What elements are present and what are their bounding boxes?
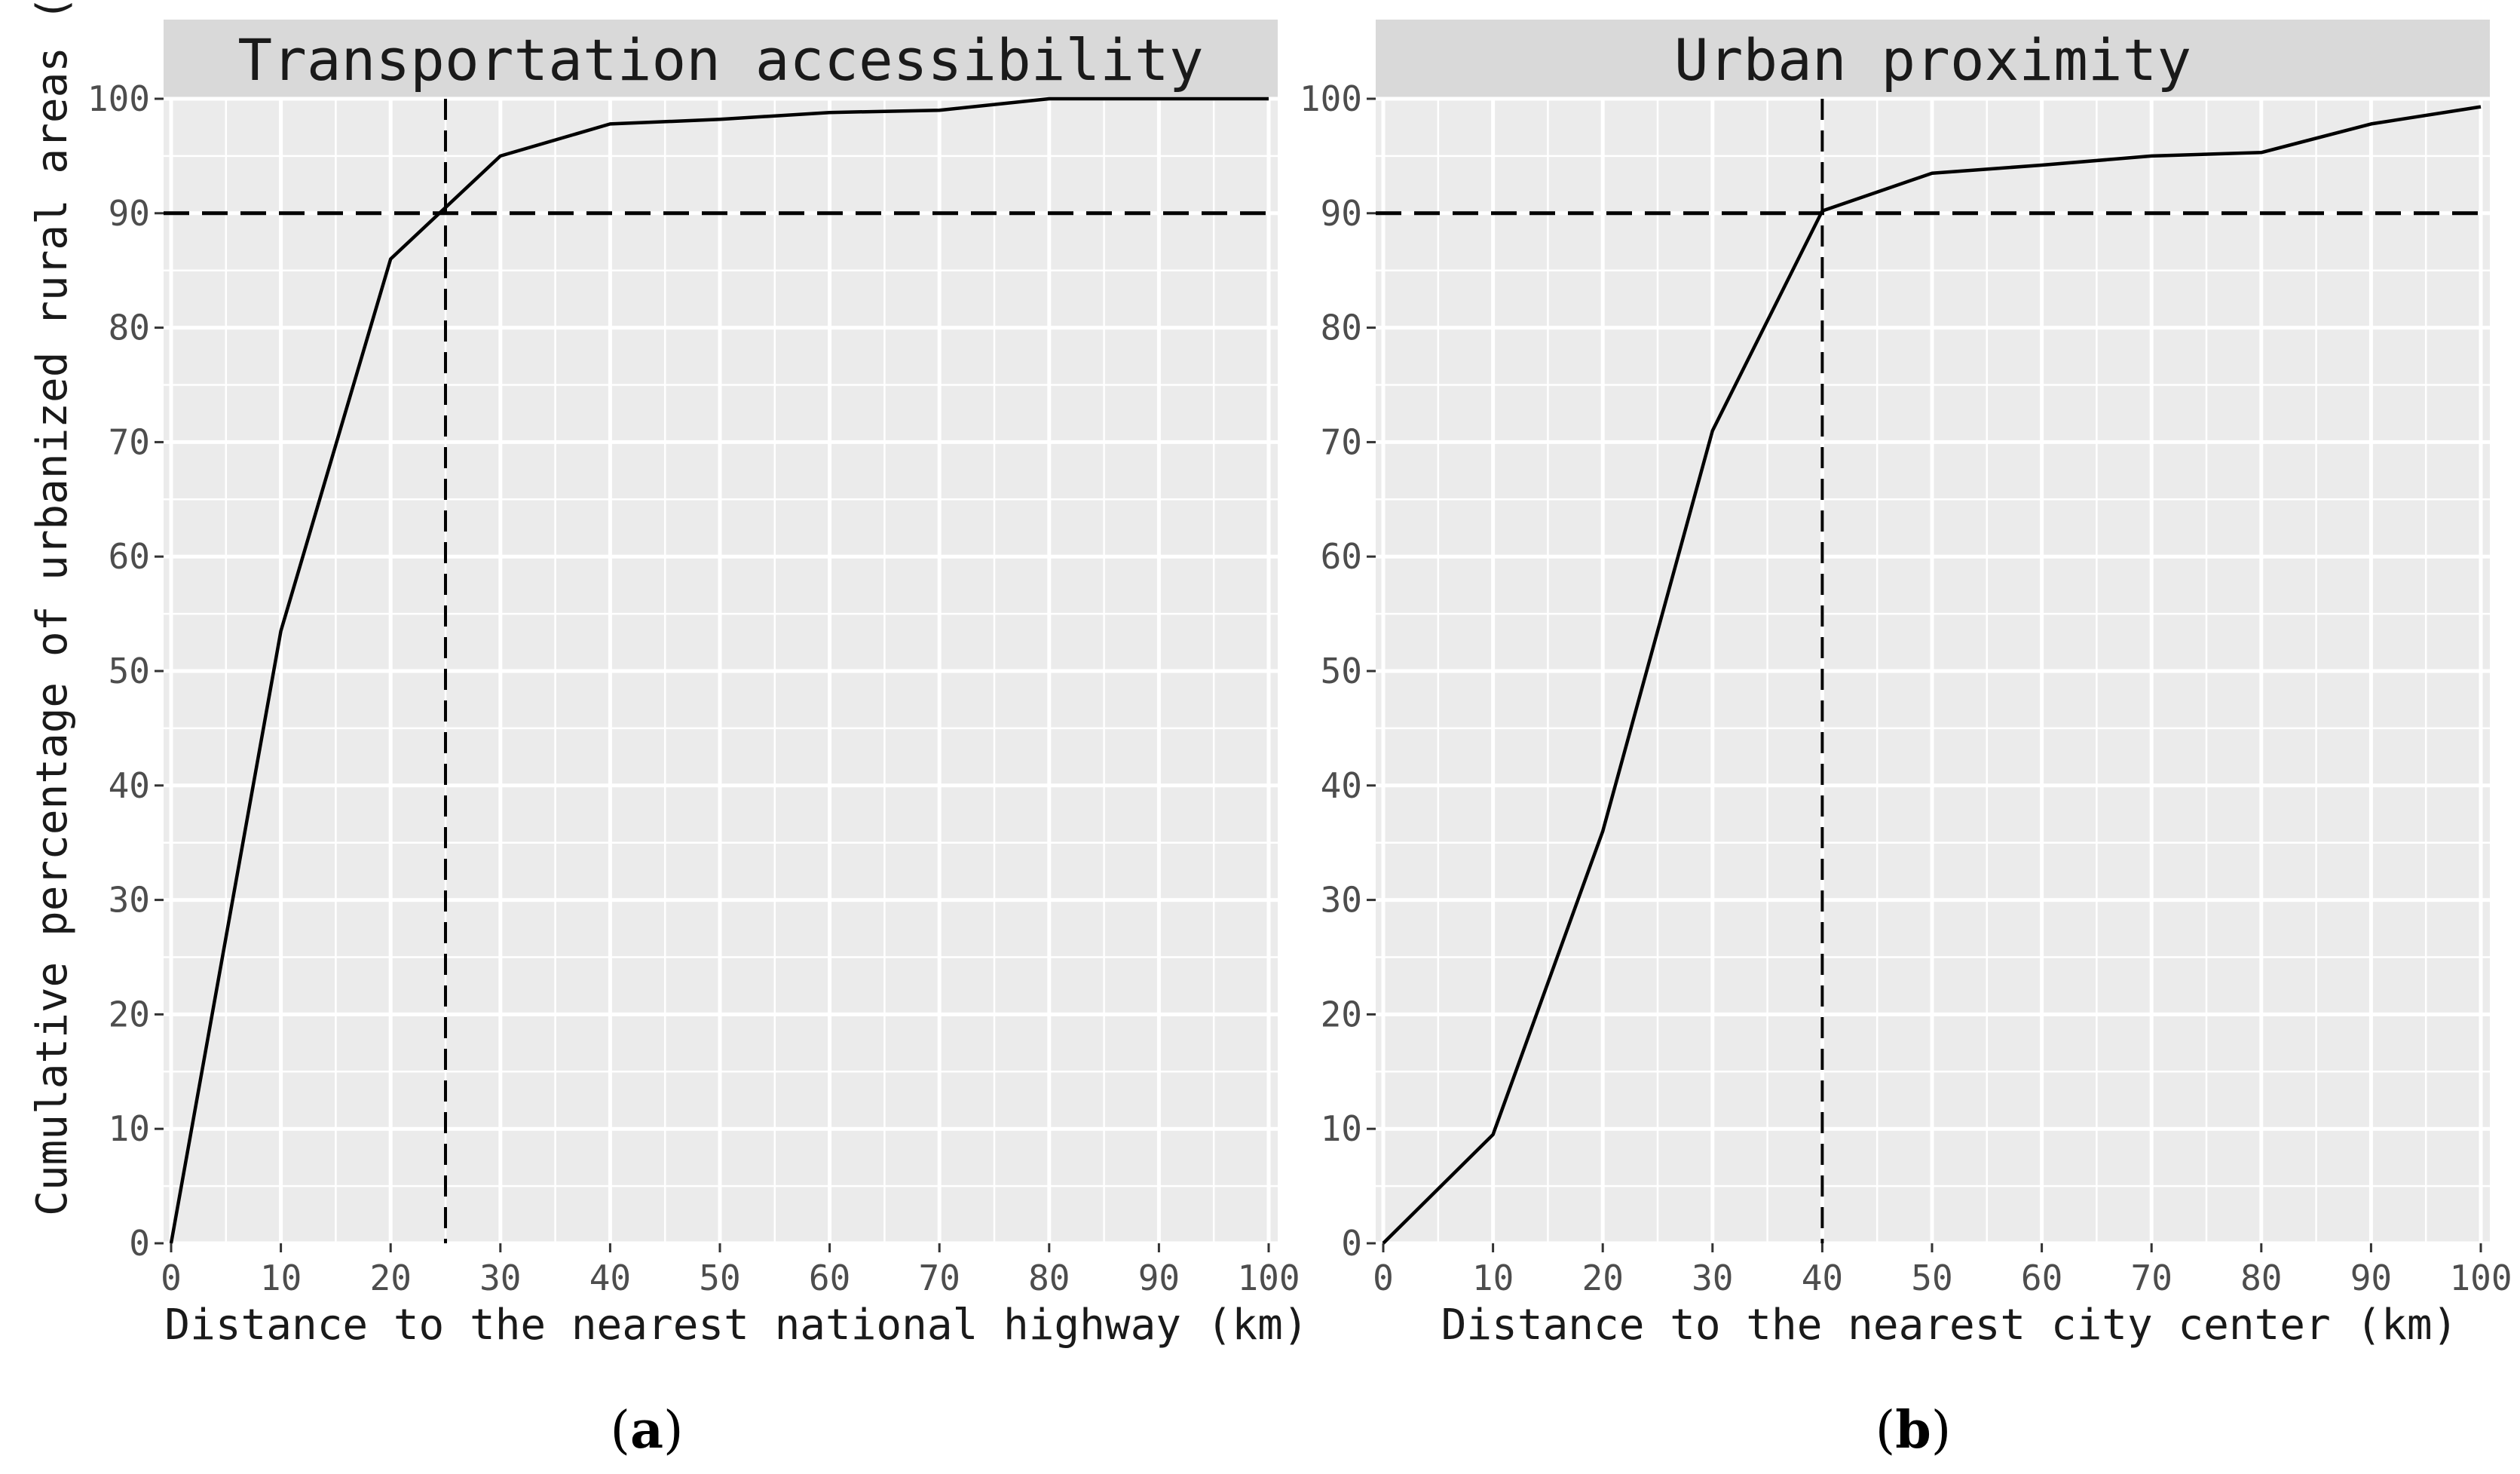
y-tick-label: 80 (1321, 308, 1362, 348)
x-tick-label: 90 (2350, 1258, 2392, 1298)
x-tick-label: 10 (1472, 1258, 1514, 1298)
x-tick-label: 50 (1911, 1258, 1952, 1298)
y-tick-label: 0 (129, 1223, 150, 1264)
x-tick-label: 40 (1802, 1258, 1843, 1298)
grid (1376, 97, 2490, 1246)
y-tick-label: 40 (109, 765, 150, 806)
y-tick-label: 60 (1321, 536, 1362, 577)
y-tick-label: 70 (109, 421, 150, 462)
y-tick-label: 90 (109, 193, 150, 234)
x-tick-label: 70 (919, 1258, 960, 1298)
y-tick-label: 70 (1321, 421, 1362, 462)
x-tick-label: 30 (479, 1258, 521, 1298)
x-tick-label: 100 (2449, 1258, 2512, 1298)
x-tick-labels: 0 10 20 30 40 50 60 70 80 90 100 (161, 1258, 1300, 1298)
x-tick-label: 20 (370, 1258, 412, 1298)
y-tick-label: 20 (1321, 994, 1362, 1034)
y-tick-label: 50 (1321, 651, 1362, 691)
x-tick-label: 20 (1582, 1258, 1624, 1298)
grid (164, 97, 1278, 1246)
y-tick-label: 100 (87, 78, 150, 119)
y-tick-label: 30 (109, 880, 150, 921)
y-tick-label: 10 (1321, 1108, 1362, 1149)
caption-letter: a (630, 1400, 663, 1460)
data-line (169, 97, 1269, 1244)
y-tick-label: 30 (1321, 880, 1362, 921)
panel-caption: (a) (610, 1400, 683, 1460)
x-tick-label: 80 (1028, 1258, 1070, 1298)
y-tick-label: 10 (109, 1108, 150, 1149)
y-tick-label: 100 (1300, 78, 1362, 119)
panel-transportation-accessibility: Transportation accessibility 0 10 20 30 40 50… (87, 20, 1309, 1460)
caption-letter: b (1895, 1400, 1931, 1460)
reference-lines (164, 99, 1278, 1243)
y-tick-label: 50 (109, 651, 150, 691)
x-axis-title: Distance to the nearest national highway… (164, 1301, 1308, 1350)
y-axis-title: Cumulative percentage of urbanized rural… (28, 0, 77, 1216)
tick-marks (155, 97, 1270, 1252)
y-tick-label: 20 (109, 994, 150, 1034)
x-tick-label: 0 (1373, 1258, 1394, 1298)
x-tick-label: 10 (260, 1258, 302, 1298)
x-tick-labels: 0 10 20 30 40 50 60 70 80 90 100 (1373, 1258, 2512, 1298)
strip-title: Urban proximity (1674, 26, 2191, 93)
y-tick-labels: 0 10 20 30 40 50 60 70 80 90 100 (1300, 78, 1362, 1264)
strip-background (1376, 20, 2490, 99)
y-tick-label: 0 (1341, 1223, 1362, 1264)
x-tick-label: 70 (2131, 1258, 2172, 1298)
reference-lines (1376, 99, 2490, 1243)
x-tick-label: 30 (1692, 1258, 1733, 1298)
x-tick-label: 60 (2021, 1258, 2062, 1298)
panel-caption: (b) (1875, 1400, 1952, 1460)
tick-marks (1367, 97, 2482, 1252)
y-tick-labels: 0 10 20 30 40 50 60 70 80 90 100 (87, 78, 150, 1264)
x-tick-label: 90 (1138, 1258, 1180, 1298)
x-tick-label: 100 (1237, 1258, 1300, 1298)
strip-title: Transportation accessibility (237, 26, 1203, 93)
y-tick-label: 60 (109, 536, 150, 577)
x-axis-title: Distance to the nearest city center (km) (1441, 1301, 2458, 1350)
x-tick-label: 60 (809, 1258, 850, 1298)
data-line (1382, 105, 2482, 1245)
x-tick-label: 50 (699, 1258, 740, 1298)
strip-background (164, 20, 1278, 99)
y-tick-label: 90 (1321, 193, 1362, 234)
x-tick-label: 40 (589, 1258, 631, 1298)
y-tick-label: 40 (1321, 765, 1362, 806)
x-tick-label: 0 (161, 1258, 182, 1298)
y-tick-label: 80 (109, 308, 150, 348)
x-tick-label: 80 (2240, 1258, 2282, 1298)
